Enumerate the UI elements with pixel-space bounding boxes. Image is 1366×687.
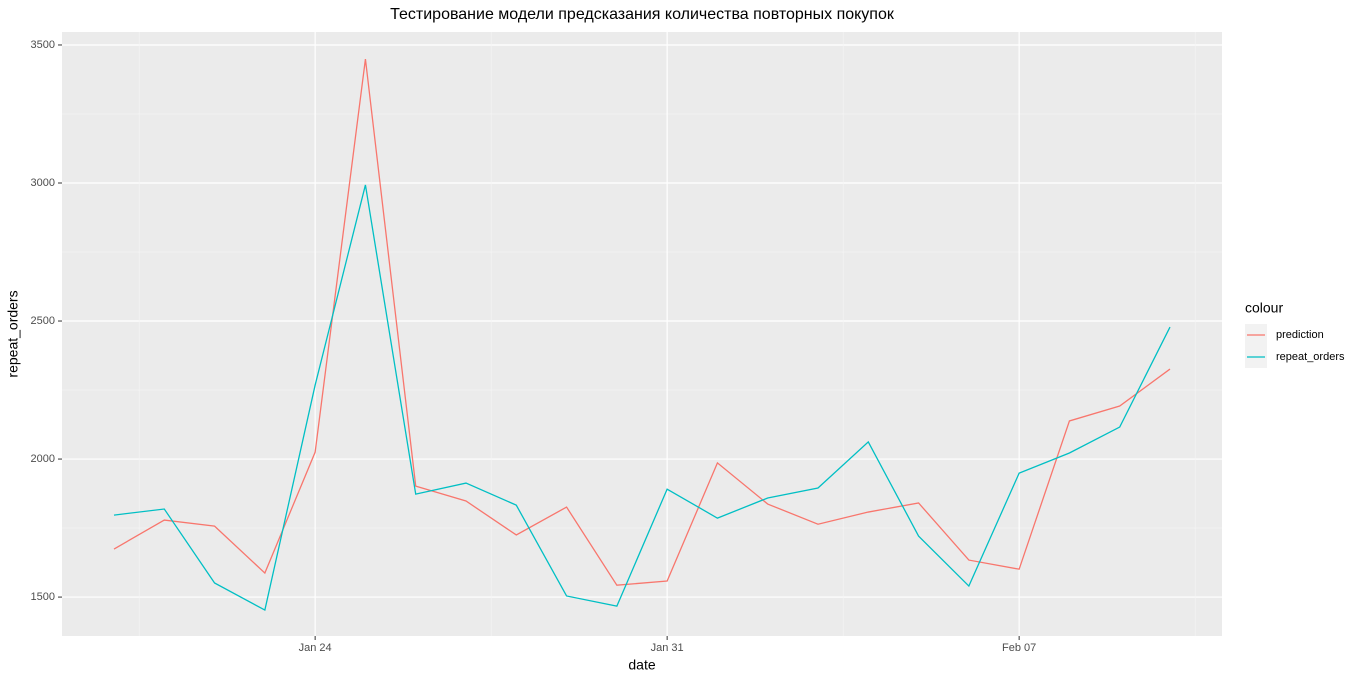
x-tick-label: Jan 31 (651, 642, 684, 654)
lines (113, 58, 1171, 612)
legend-label: prediction (1276, 329, 1324, 341)
series-line (113, 184, 1171, 612)
x-axis-title: date (628, 657, 655, 673)
y-tick-label: 2500 (31, 315, 55, 327)
panel (62, 32, 1222, 636)
legend-label: repeat_orders (1276, 351, 1345, 363)
chart-title: Тестирование модели предсказания количес… (390, 6, 895, 23)
x-tick-label: Jan 24 (299, 642, 332, 654)
y-tick-label: 1500 (31, 591, 55, 603)
y-axis-title: repeat_orders (5, 290, 21, 377)
y-tick-label: 3000 (31, 177, 55, 189)
grid (62, 32, 1222, 636)
y-tick-label: 2000 (31, 453, 55, 465)
series-line (113, 58, 1171, 586)
x-tick-label: Feb 07 (1002, 642, 1036, 654)
legend-title: colour (1245, 300, 1283, 316)
y-tick-label: 3500 (31, 39, 55, 51)
